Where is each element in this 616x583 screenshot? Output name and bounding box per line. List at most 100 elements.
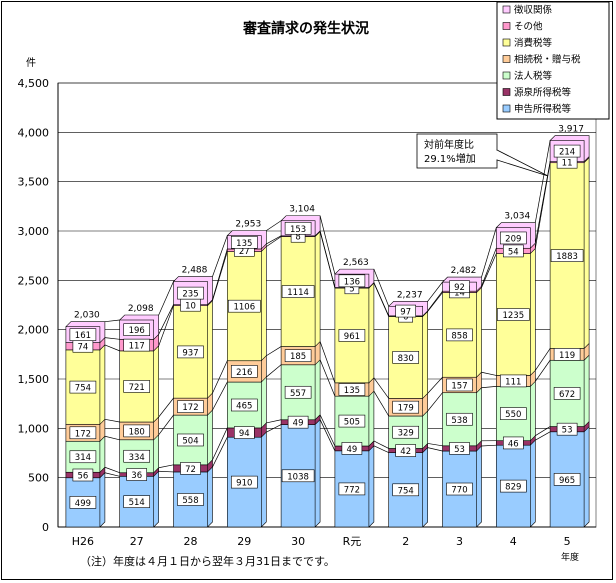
y-tick-label: 1,000 <box>18 422 50 435</box>
series-connector <box>212 437 228 468</box>
data-label-box <box>231 398 258 412</box>
data-label: 97 <box>400 308 411 318</box>
data-label: 135 <box>344 386 360 396</box>
data-label-box <box>69 496 97 509</box>
legend-label: 法人税等 <box>514 70 553 82</box>
data-label-box <box>449 442 470 455</box>
data-label: 172 <box>182 403 198 413</box>
data-label-box <box>338 383 366 396</box>
data-label: 216 <box>236 368 252 378</box>
data-label-box <box>338 482 366 496</box>
data-label-box <box>499 374 527 388</box>
x-tick-label: 3 <box>456 535 463 548</box>
data-label: 558 <box>182 496 198 506</box>
series-connector <box>266 419 282 424</box>
data-label: 10 <box>185 302 196 312</box>
series-connector <box>158 397 174 418</box>
series-connector <box>481 248 497 287</box>
series-connector <box>535 348 551 371</box>
data-label: 27 <box>239 247 250 257</box>
data-label: 334 <box>129 453 145 463</box>
x-tick-label: 30 <box>291 535 305 548</box>
data-label-box <box>123 338 150 352</box>
data-label: 161 <box>75 331 91 341</box>
data-label-box <box>69 450 97 464</box>
data-label-box <box>449 280 470 293</box>
series-connector <box>534 140 551 223</box>
data-label: 465 <box>236 401 252 411</box>
total-label: 2,488 <box>182 266 208 276</box>
data-label-box <box>392 351 420 364</box>
legend-swatch <box>502 5 511 14</box>
data-label-box <box>177 286 204 300</box>
y-tick-label: 2,000 <box>18 324 50 337</box>
series-connector <box>319 419 336 451</box>
data-label: 49 <box>346 445 357 455</box>
data-label-box <box>69 380 97 394</box>
total-label: 2,237 <box>397 290 423 300</box>
series-connector <box>427 376 443 394</box>
data-label: 672 <box>559 390 575 400</box>
legend-swatch <box>502 55 511 63</box>
data-label: 499 <box>75 499 91 509</box>
series-connector <box>104 319 120 323</box>
series-connector <box>481 444 497 447</box>
series-connector <box>158 281 174 316</box>
y-tick-label: 3,500 <box>18 176 50 189</box>
x-axis-label: 年度 <box>561 551 579 563</box>
series-connector <box>212 360 228 394</box>
data-label-box <box>177 400 204 413</box>
data-label: 830 <box>398 354 414 364</box>
total-label: 3,034 <box>504 212 530 222</box>
data-label-box <box>284 221 312 235</box>
legend-label: 徴収関係 <box>514 4 553 16</box>
series-connector <box>266 424 282 433</box>
legend-label: 相続税・贈与税 <box>514 54 581 66</box>
series-connector <box>373 282 390 316</box>
data-label-box <box>499 479 527 493</box>
total-label: 3,104 <box>289 205 315 215</box>
data-label-box <box>234 426 255 439</box>
data-label-box <box>287 415 309 429</box>
annotation-box <box>416 133 498 169</box>
legend-label: 申告所得税等 <box>514 103 572 115</box>
data-label-box <box>553 348 581 361</box>
series-connector <box>104 344 120 352</box>
data-label-box <box>284 385 312 399</box>
data-label: 180 <box>129 427 145 437</box>
total-label: 2,030 <box>74 311 100 321</box>
data-label-box <box>395 444 417 457</box>
series-connector <box>104 337 120 340</box>
data-label: 72 <box>185 465 196 475</box>
annotation-text: 29.1%増加 <box>424 152 476 165</box>
y-tick-label: 0 <box>42 521 49 534</box>
data-label-box <box>180 462 201 475</box>
x-tick-label: R元 <box>343 535 362 548</box>
data-label: 185 <box>290 352 306 362</box>
data-label-box <box>123 380 150 393</box>
data-label: 135 <box>236 239 252 249</box>
series-connector <box>158 470 174 473</box>
data-label: 538 <box>451 416 467 426</box>
series-connector <box>319 215 336 275</box>
y-axis-label: 件 <box>26 57 36 69</box>
data-label: 235 <box>182 290 198 300</box>
series-connector <box>104 466 120 474</box>
data-label: 772 <box>344 485 360 495</box>
series-connector <box>266 236 282 247</box>
series-connector <box>104 418 120 423</box>
data-label: 196 <box>129 326 145 336</box>
data-label: 14 <box>454 288 465 298</box>
data-label: 1106 <box>233 303 255 313</box>
data-label-box <box>338 274 366 288</box>
data-label-box <box>446 328 473 342</box>
series-connector <box>373 445 389 453</box>
data-label: 53 <box>454 445 465 455</box>
legend-label: 消費税等 <box>514 37 553 49</box>
data-label: 46 <box>508 439 519 449</box>
data-label: 1114 <box>287 288 309 298</box>
legend-swatch <box>502 71 511 80</box>
series-connector <box>481 253 497 288</box>
series-connector <box>212 248 228 300</box>
data-label-box <box>177 493 204 506</box>
